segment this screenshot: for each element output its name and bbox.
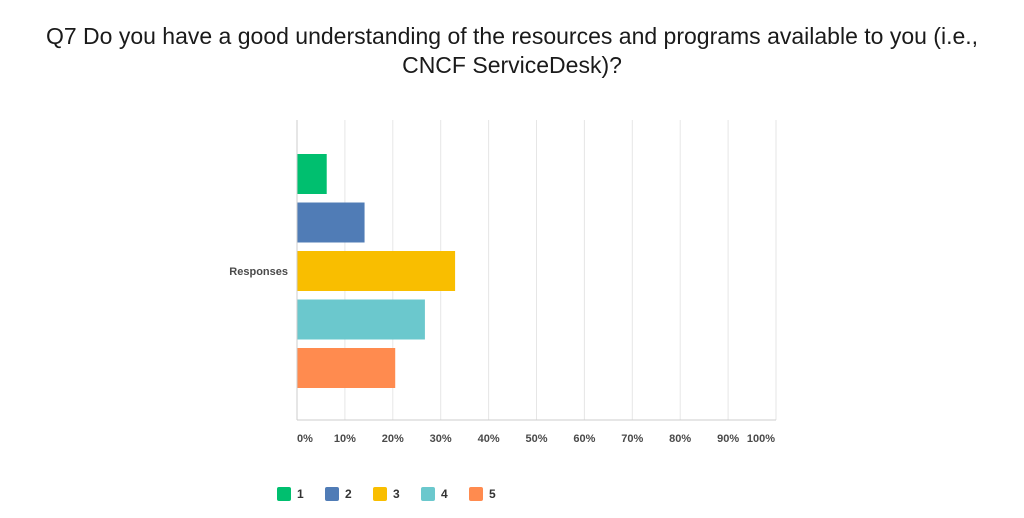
x-tick-label: 70% (621, 433, 643, 445)
bar-series-2 (297, 202, 365, 243)
legend-item-4: 4 (421, 487, 448, 501)
x-tick-label: 90% (717, 433, 739, 445)
chart-title-line-1: Q7 Do you have a good understanding of t… (45, 23, 979, 49)
x-tick-label: 40% (478, 433, 500, 445)
bar-series-5 (297, 348, 396, 388)
x-tick-label: 50% (525, 433, 547, 445)
x-tick-label: 60% (573, 433, 595, 445)
chart-title-line-2: CNCF ServiceDesk)? (402, 52, 622, 78)
legend-label: 2 (345, 487, 352, 501)
legend-label: 4 (441, 487, 448, 501)
legend-swatch (373, 487, 387, 501)
legend-swatch (277, 487, 291, 501)
x-tick-label: 100% (747, 433, 775, 445)
x-tick-label: 30% (430, 433, 452, 445)
legend-item-1: 1 (277, 487, 304, 501)
legend-swatch (469, 487, 483, 501)
chart-title: Q7 Do you have a good understanding of t… (0, 22, 1024, 80)
bar-series-3 (297, 251, 456, 291)
bar-series-4 (297, 299, 425, 340)
x-tick-label: 20% (382, 433, 404, 445)
legend-label: 1 (297, 487, 304, 501)
bar-chart: 0% 10% 20% 30% 40% 50% 60% 70% 80% 90% 100% Respons… (229, 120, 777, 445)
legend-item-3: 3 (373, 487, 400, 501)
x-tick-label: 0% (297, 433, 313, 445)
legend-swatch (325, 487, 339, 501)
x-tick-label: 10% (334, 433, 356, 445)
x-tick-label: 80% (669, 433, 691, 445)
legend-item-2: 2 (325, 487, 352, 501)
legend-label: 5 (489, 487, 496, 501)
legend-label: 3 (393, 487, 400, 501)
bar-series-1 (297, 154, 327, 194)
legend-swatch (421, 487, 435, 501)
legend-item-5: 5 (469, 487, 496, 501)
category-label: Responses (229, 266, 288, 278)
